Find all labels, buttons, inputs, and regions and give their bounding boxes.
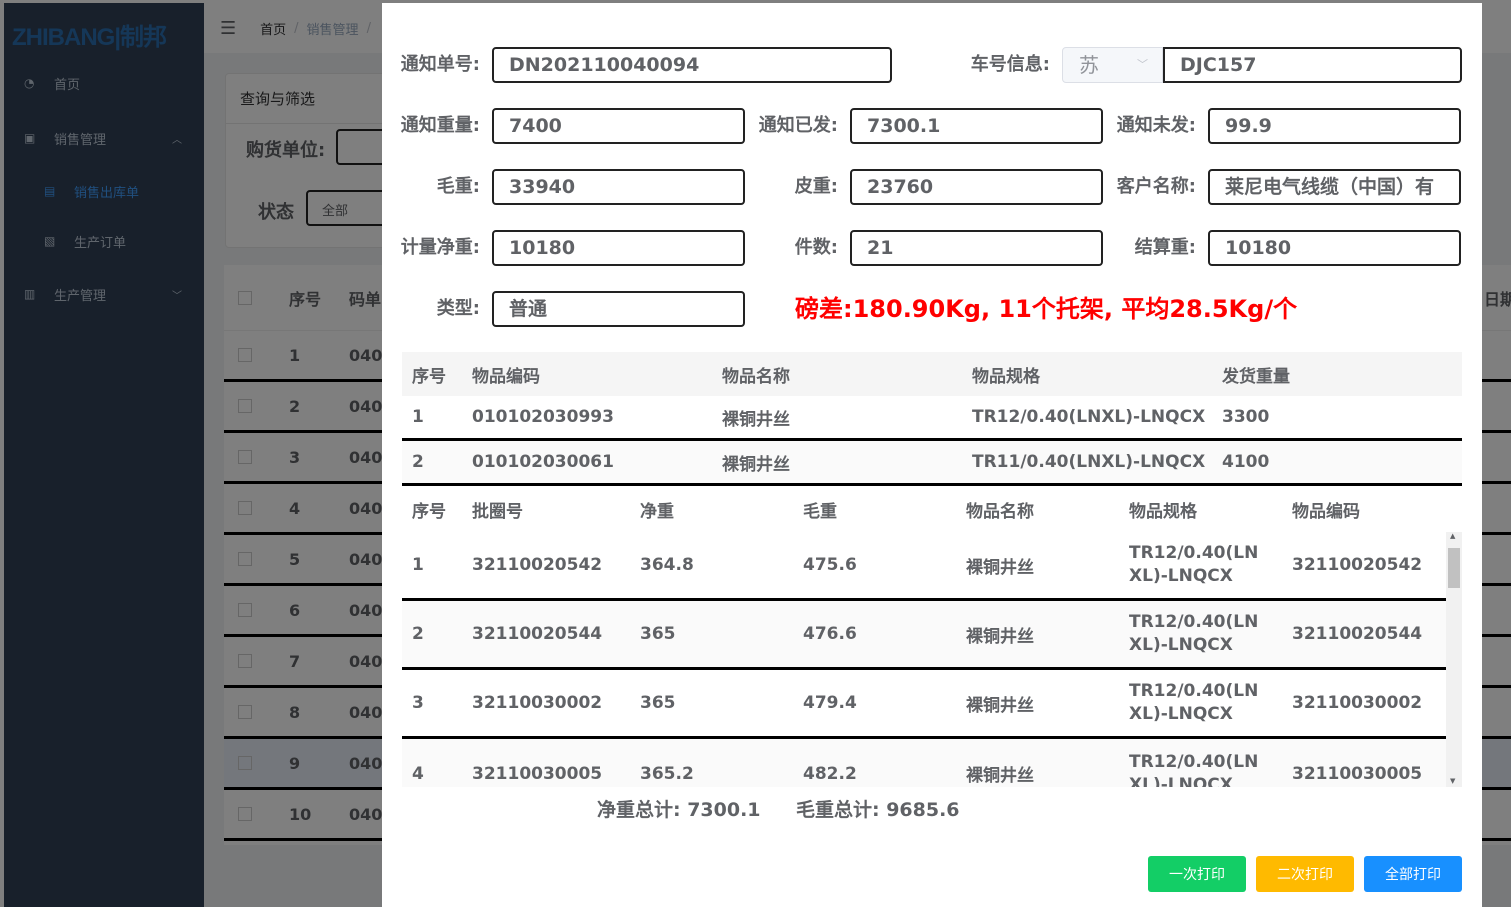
net-total: 净重总计: 7300.1 bbox=[597, 799, 761, 821]
table-cell: 裸铜井丝 bbox=[966, 626, 1034, 647]
table-cell: 裸铜井丝 bbox=[966, 766, 1034, 786]
table-cell: 32110030005 bbox=[1292, 763, 1423, 784]
table-cell: 364.8 bbox=[640, 555, 694, 575]
net-input[interactable]: 10180 bbox=[492, 230, 745, 266]
table-cell: 32110020544 bbox=[472, 624, 603, 644]
table-cell: TR12/0.40(LNXL)-LNQCX bbox=[1129, 681, 1259, 724]
table-cell: 32110020544 bbox=[1292, 624, 1423, 644]
notice-weight-input[interactable]: 7400 bbox=[492, 108, 745, 144]
coil-table-scrollbar[interactable]: ▲ ▼ bbox=[1446, 532, 1462, 787]
gross-input[interactable]: 33940 bbox=[492, 169, 745, 205]
table-cell: 32110030002 bbox=[472, 693, 603, 713]
table-cell: 475.6 bbox=[803, 555, 857, 575]
coil-table-row[interactable]: 3 32110030002 365 479.4 裸铜井丝 TR12/0.40(LNXL)-… bbox=[402, 670, 1446, 739]
column-header: 批圈号 bbox=[472, 501, 523, 522]
table-cell: 4100 bbox=[1222, 452, 1270, 472]
table-cell: 裸铜井丝 bbox=[966, 557, 1034, 578]
second-print-button[interactable]: 二次打印 bbox=[1256, 856, 1354, 892]
notice-no-label: 通知单号: bbox=[400, 54, 480, 75]
customer-label: 客户名称: bbox=[1116, 176, 1196, 197]
table-cell: 裸铜井丝 bbox=[722, 409, 790, 430]
column-header: 物品编码 bbox=[1292, 501, 1360, 522]
settle-input[interactable]: 10180 bbox=[1208, 230, 1461, 266]
table-cell: 裸铜井丝 bbox=[966, 695, 1034, 716]
column-header: 物品规格 bbox=[1129, 501, 1197, 522]
unsent-input[interactable]: 99.9 bbox=[1208, 108, 1461, 144]
column-header: 物品编码 bbox=[472, 366, 540, 387]
settle-label: 结算重: bbox=[1134, 237, 1196, 258]
scroll-down-icon[interactable]: ▼ bbox=[1450, 777, 1456, 785]
customer-input[interactable]: 莱尼电气线缆（中国）有 bbox=[1208, 169, 1461, 205]
unsent-label: 通知未发: bbox=[1116, 115, 1196, 136]
sent-input[interactable]: 7300.1 bbox=[850, 108, 1103, 144]
table-cell: 4 bbox=[412, 763, 424, 784]
table-cell: 32110020542 bbox=[472, 555, 603, 575]
type-label: 类型: bbox=[436, 298, 480, 319]
table-cell: 1 bbox=[412, 555, 424, 575]
column-header: 物品名称 bbox=[966, 501, 1034, 522]
table-cell: 3300 bbox=[1222, 407, 1270, 427]
vehicle-label: 车号信息: bbox=[970, 54, 1050, 75]
province-value: 苏 bbox=[1079, 53, 1099, 77]
table-cell: 1 bbox=[412, 407, 424, 427]
weight-difference-warning: 磅差:180.90Kg, 11个托架, 平均28.5Kg/个 bbox=[795, 295, 1298, 323]
tare-label: 皮重: bbox=[794, 176, 838, 197]
items-table-row[interactable]: 2 010102030061 裸铜井丝 TR11/0.40(LNXL)-LNQCX 41… bbox=[402, 441, 1462, 486]
all-print-button[interactable]: 全部打印 bbox=[1364, 856, 1462, 892]
type-input[interactable]: 普通 bbox=[492, 291, 745, 327]
column-header: 发货重量 bbox=[1222, 366, 1290, 387]
items-table-header: 序号 物品编码 物品名称 物品规格 发货重量 bbox=[402, 352, 1462, 396]
items-table: 序号 物品编码 物品名称 物品规格 发货重量 1 010102030993 裸铜井丝 TR12/… bbox=[402, 352, 1462, 486]
gross-label: 毛重: bbox=[436, 176, 480, 197]
table-cell: 32110020542 bbox=[1292, 555, 1423, 575]
column-header: 序号 bbox=[412, 366, 446, 387]
table-cell: TR11/0.40(LNXL)-LNQCX bbox=[972, 452, 1206, 472]
column-header: 毛重 bbox=[803, 501, 837, 522]
notice-no-input[interactable]: DN202110040094 bbox=[492, 47, 892, 83]
notice-weight-label: 通知重量: bbox=[400, 115, 480, 136]
table-cell: 010102030993 bbox=[472, 407, 614, 427]
table-cell: 365 bbox=[640, 693, 676, 713]
coil-table-row[interactable]: 1 32110020542 364.8 475.6 裸铜井丝 TR12/0.40(LNXL… bbox=[402, 532, 1446, 601]
scroll-up-icon[interactable]: ▲ bbox=[1450, 532, 1456, 540]
pieces-label: 件数: bbox=[794, 237, 838, 258]
table-cell: TR12/0.40(LNXL)-LNQCX bbox=[972, 407, 1206, 427]
table-cell: 482.2 bbox=[803, 763, 857, 784]
table-cell: TR12/0.40(LNXL)-LNQCX bbox=[1129, 751, 1259, 788]
column-header: 物品名称 bbox=[722, 366, 790, 387]
gross-total: 毛重总计: 9685.6 bbox=[796, 799, 960, 821]
table-cell: 裸铜井丝 bbox=[722, 454, 790, 475]
coil-table-row[interactable]: 4 32110030005 365.2 482.2 裸铜井丝 TR12/0.40(LNXL… bbox=[402, 739, 1446, 787]
coil-table: 序号 批圈号 净重 毛重 物品名称 物品规格 物品编码 1 32110020542 364.8 47… bbox=[402, 486, 1462, 787]
sent-label: 通知已发: bbox=[758, 115, 838, 136]
outbound-detail-dialog: 通知单号: DN202110040094 车号信息: 苏 ﹀ DJC157 通知重… bbox=[382, 3, 1482, 907]
table-cell: 2 bbox=[412, 624, 424, 644]
table-cell: 365 bbox=[640, 624, 676, 644]
table-cell: 476.6 bbox=[803, 624, 857, 644]
scrollbar-thumb[interactable] bbox=[1448, 548, 1460, 588]
chevron-down-icon: ﹀ bbox=[1137, 58, 1148, 71]
pieces-input[interactable]: 21 bbox=[850, 230, 1103, 266]
first-print-button[interactable]: 一次打印 bbox=[1148, 856, 1246, 892]
table-cell: 3 bbox=[412, 693, 424, 713]
column-header: 净重 bbox=[640, 501, 674, 522]
table-cell: 2 bbox=[412, 452, 424, 472]
table-cell: 32110030002 bbox=[1292, 693, 1423, 713]
items-table-row[interactable]: 1 010102030993 裸铜井丝 TR12/0.40(LNXL)-LNQCX 33… bbox=[402, 396, 1462, 441]
coil-table-header: 序号 批圈号 净重 毛重 物品名称 物品规格 物品编码 bbox=[402, 486, 1462, 532]
vehicle-no-input[interactable]: DJC157 bbox=[1163, 47, 1462, 83]
table-cell: TR12/0.40(LNXL)-LNQCX bbox=[1129, 543, 1259, 586]
column-header: 序号 bbox=[412, 501, 446, 522]
table-cell: TR12/0.40(LNXL)-LNQCX bbox=[1129, 612, 1259, 655]
table-cell: 365.2 bbox=[640, 763, 694, 784]
coil-table-row[interactable]: 2 32110020544 365 476.6 裸铜井丝 TR12/0.40(LNXL)-… bbox=[402, 601, 1446, 670]
net-label: 计量净重: bbox=[400, 237, 480, 258]
column-header: 物品规格 bbox=[972, 366, 1040, 387]
table-cell: 010102030061 bbox=[472, 452, 614, 472]
table-cell: 479.4 bbox=[803, 693, 857, 713]
province-select[interactable]: 苏 ﹀ bbox=[1062, 47, 1163, 83]
tare-input[interactable]: 23760 bbox=[850, 169, 1103, 205]
table-cell: 32110030005 bbox=[472, 763, 603, 784]
